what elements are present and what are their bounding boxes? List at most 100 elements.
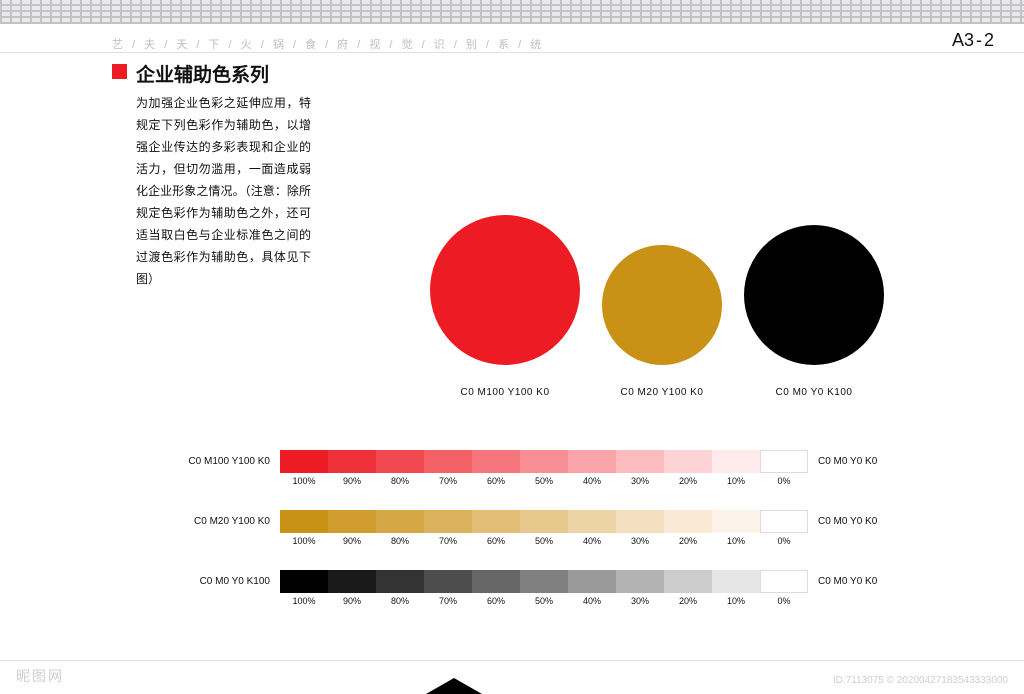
percent-label: 40% <box>568 473 616 486</box>
swatch-chip <box>328 570 376 593</box>
color-circle: C0 M100 Y100 K0 <box>430 215 580 398</box>
percent-label: 50% <box>520 593 568 606</box>
swatch-chip <box>328 450 376 473</box>
swatch-cell <box>520 450 568 473</box>
swatch-cell <box>760 510 808 533</box>
percent-label: 10% <box>712 473 760 486</box>
swatch-cell <box>568 510 616 533</box>
swatch-chip <box>376 510 424 533</box>
swatch-chip <box>616 510 664 533</box>
header-rule <box>0 52 1024 53</box>
swatch-chip <box>616 450 664 473</box>
swatch-chip <box>280 570 328 593</box>
swatch-row <box>280 570 808 593</box>
swatch-cell <box>424 510 472 533</box>
swatch-cell <box>568 450 616 473</box>
percent-label: 100% <box>280 533 328 546</box>
percent-label: 20% <box>664 533 712 546</box>
percent-row: 100%90%80%70%60%50%40%30%20%10%0% <box>280 533 808 546</box>
swatch-chip <box>520 450 568 473</box>
cmyk-label: C0 M0 Y0 K100 <box>776 387 853 398</box>
cmyk-label: C0 M100 Y100 K0 <box>460 387 549 398</box>
swatch-chip <box>376 570 424 593</box>
swatch-cell <box>472 570 520 593</box>
percent-label: 60% <box>472 533 520 546</box>
percent-label: 0% <box>760 473 808 486</box>
swatch-chip <box>712 450 760 473</box>
footer-rule <box>0 660 1024 661</box>
swatch-chip <box>520 510 568 533</box>
swatch-chip <box>760 570 808 593</box>
percent-label: 20% <box>664 473 712 486</box>
swatch-cell <box>712 450 760 473</box>
swatch-chip <box>568 570 616 593</box>
swatch-cell <box>328 570 376 593</box>
swatch-cell <box>328 450 376 473</box>
swatch-chip <box>280 510 328 533</box>
page-code-prefix: A3 <box>952 30 974 50</box>
watermark-right: ID:7113075 © 20200427183543333000 <box>833 675 1008 686</box>
swatch-cell <box>760 450 808 473</box>
swatch-cell <box>520 510 568 533</box>
swatch-cell <box>280 570 328 593</box>
swatch-cell <box>424 570 472 593</box>
swatch-chip <box>472 450 520 473</box>
percent-label: 100% <box>280 593 328 606</box>
color-circle: C0 M0 Y0 K100 <box>744 225 884 398</box>
title-accent-square <box>112 64 127 79</box>
swatch-cell <box>664 570 712 593</box>
percent-label: 50% <box>520 533 568 546</box>
swatch-cell <box>424 450 472 473</box>
swatch-chip <box>664 450 712 473</box>
swatch-row <box>280 510 808 533</box>
gradient-right-label: C0 M0 Y0 K0 <box>818 456 918 467</box>
percent-label: 30% <box>616 593 664 606</box>
swatch-cell <box>664 510 712 533</box>
watermark-left: 昵图网 <box>16 666 64 686</box>
swatch-cell <box>712 510 760 533</box>
color-swatch-circle <box>744 225 884 365</box>
color-circle: C0 M20 Y100 K0 <box>602 245 722 398</box>
page-code-suffix: 2 <box>984 30 994 50</box>
gradient-row-black: C0 M0 Y0 K100 100%90%80%70%60%50%40%30%2… <box>280 570 808 606</box>
swatch-chip <box>616 570 664 593</box>
percent-label: 10% <box>712 533 760 546</box>
swatch-chip <box>664 570 712 593</box>
swatch-cell <box>376 570 424 593</box>
percent-label: 80% <box>376 533 424 546</box>
percent-label: 10% <box>712 593 760 606</box>
percent-label: 20% <box>664 593 712 606</box>
gradient-left-label: C0 M20 Y100 K0 <box>150 516 270 527</box>
color-swatch-circle <box>430 215 580 365</box>
swatch-cell <box>328 510 376 533</box>
percent-label: 60% <box>472 473 520 486</box>
percent-label: 70% <box>424 533 472 546</box>
percent-label: 40% <box>568 533 616 546</box>
swatch-chip <box>712 570 760 593</box>
swatch-cell <box>616 510 664 533</box>
swatch-chip <box>280 450 328 473</box>
gradient-right-label: C0 M0 Y0 K0 <box>818 516 918 527</box>
swatch-chip <box>472 570 520 593</box>
swatch-chip <box>568 510 616 533</box>
gradient-left-label: C0 M0 Y0 K100 <box>150 576 270 587</box>
swatch-cell <box>760 570 808 593</box>
swatch-cell <box>376 510 424 533</box>
swatch-chip <box>520 570 568 593</box>
percent-label: 40% <box>568 593 616 606</box>
percent-label: 0% <box>760 533 808 546</box>
percent-label: 80% <box>376 473 424 486</box>
swatch-cell <box>712 570 760 593</box>
swatch-chip <box>424 510 472 533</box>
page-code: A3-2 <box>952 30 994 51</box>
percent-label: 50% <box>520 473 568 486</box>
swatch-cell <box>472 510 520 533</box>
swatch-chip <box>472 510 520 533</box>
color-swatch-circle <box>602 245 722 365</box>
swatch-cell <box>520 570 568 593</box>
swatch-chip <box>424 570 472 593</box>
percent-label: 90% <box>328 593 376 606</box>
percent-label: 90% <box>328 533 376 546</box>
primary-color-circles: C0 M100 Y100 K0 C0 M20 Y100 K0 C0 M0 Y0 K1… <box>430 215 884 398</box>
swatch-chip <box>760 510 808 533</box>
